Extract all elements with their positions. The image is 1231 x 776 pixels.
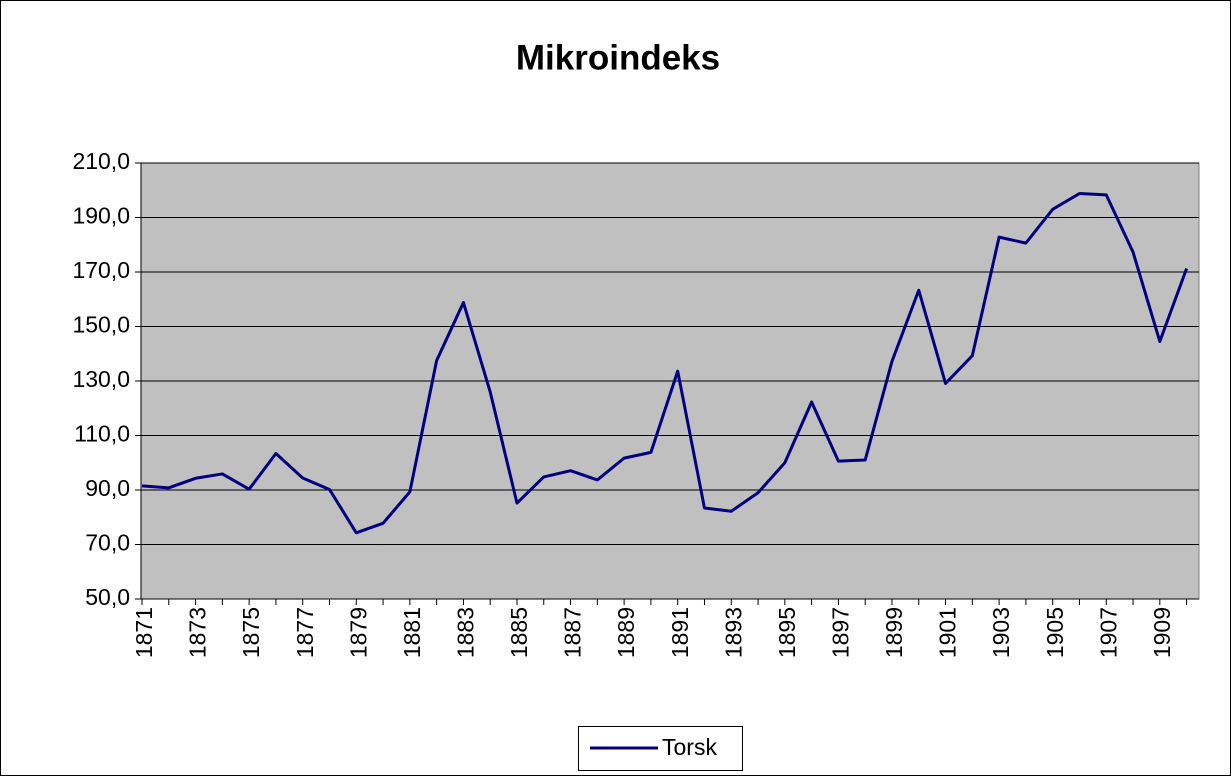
legend-label: Torsk [662, 734, 717, 760]
x-tick-label: 1879 [345, 607, 371, 658]
x-tick-label: 1889 [613, 607, 639, 658]
x-tick-label: 1905 [1042, 607, 1068, 658]
x-tick-label: 1895 [774, 607, 800, 658]
chart-title: Mikroindeks [516, 38, 720, 77]
y-tick-label: 90,0 [85, 475, 130, 501]
x-tick-label: 1871 [131, 607, 157, 658]
x-tick-label: 1885 [506, 607, 532, 658]
x-tick-label: 1877 [292, 607, 318, 658]
y-tick-label: 210,0 [72, 148, 130, 174]
x-tick-label: 1909 [1149, 607, 1175, 658]
x-tick-label: 1899 [881, 607, 907, 658]
x-tick-label: 1893 [720, 607, 746, 658]
x-tick-label: 1897 [827, 607, 853, 658]
x-tick-label: 1887 [560, 607, 586, 658]
data-line [141, 192, 1189, 535]
y-tick-label: 150,0 [72, 312, 130, 338]
y-tick-label: 170,0 [72, 257, 130, 283]
y-tick-label: 190,0 [72, 203, 130, 229]
x-tick-label: 1883 [452, 607, 478, 658]
y-tick-label: 130,0 [72, 366, 130, 392]
y-tick-label: 110,0 [74, 421, 130, 447]
x-tick-label: 1873 [185, 607, 211, 658]
x-tick-label: 1907 [1095, 607, 1121, 658]
x-tick-label: 1891 [667, 607, 693, 658]
x-tick-label: 1881 [399, 607, 425, 658]
y-tick-label: 70,0 [85, 530, 130, 556]
x-tick-label: 1901 [935, 607, 961, 658]
x-tick-label: 1903 [988, 607, 1014, 658]
y-tick-label: 50,0 [85, 584, 130, 610]
x-tick-label: 1875 [238, 607, 264, 658]
